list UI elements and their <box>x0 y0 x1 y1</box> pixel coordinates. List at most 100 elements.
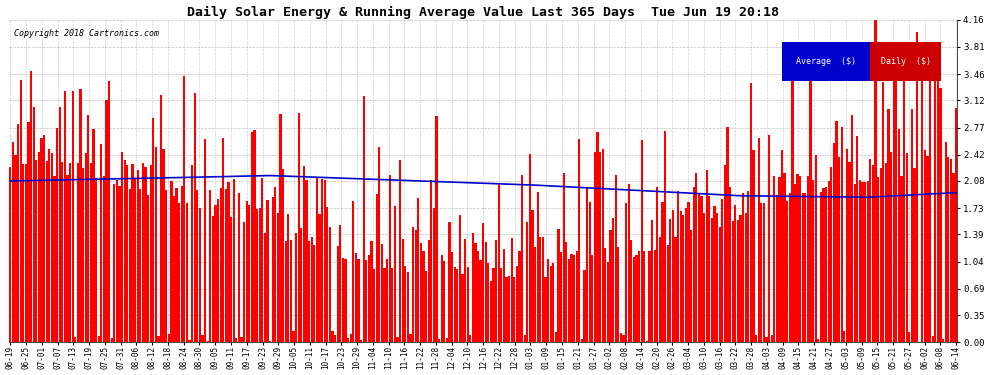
Bar <box>186 203 188 342</box>
Bar <box>906 153 908 342</box>
Bar <box>949 159 952 342</box>
Bar <box>740 214 742 342</box>
Bar <box>271 198 274 342</box>
Bar <box>446 338 447 342</box>
Bar <box>927 156 929 342</box>
Bar <box>33 107 35 342</box>
Bar <box>383 268 385 342</box>
Bar <box>326 207 329 342</box>
Bar <box>412 227 414 342</box>
Bar <box>17 124 19 342</box>
Bar <box>71 90 74 342</box>
Bar <box>768 135 770 342</box>
Bar <box>742 193 744 342</box>
Bar <box>570 254 572 342</box>
Bar <box>544 276 546 342</box>
Bar <box>836 121 838 342</box>
Bar <box>870 42 941 81</box>
Bar <box>853 184 856 342</box>
Bar <box>628 184 630 342</box>
Bar <box>735 206 737 342</box>
Bar <box>940 88 941 342</box>
Bar <box>433 208 435 342</box>
Bar <box>378 147 380 342</box>
Bar <box>292 331 295 342</box>
Bar <box>537 192 539 342</box>
Bar <box>664 132 666 342</box>
Bar <box>495 240 497 342</box>
Bar <box>217 200 219 342</box>
Bar <box>848 162 850 342</box>
Bar <box>542 237 545 342</box>
Bar <box>428 240 430 342</box>
Bar <box>274 187 276 342</box>
Bar <box>783 173 786 342</box>
Bar <box>698 194 700 342</box>
Bar <box>137 170 139 342</box>
Bar <box>181 186 183 342</box>
Bar <box>586 187 588 342</box>
Bar <box>869 159 871 342</box>
Bar <box>527 222 529 342</box>
Bar <box>947 157 949 342</box>
Bar <box>636 255 638 342</box>
Bar <box>890 152 892 342</box>
Bar <box>617 247 620 342</box>
Bar <box>708 196 711 342</box>
Bar <box>258 208 260 342</box>
Bar <box>922 57 924 342</box>
Bar <box>666 245 669 342</box>
Bar <box>303 166 305 342</box>
Bar <box>373 268 375 342</box>
Bar <box>396 338 399 342</box>
Bar <box>828 182 830 342</box>
Bar <box>167 334 170 342</box>
Bar <box>901 177 903 342</box>
Bar <box>349 334 351 342</box>
Bar <box>230 217 233 342</box>
Bar <box>266 200 268 342</box>
Bar <box>30 71 33 342</box>
Bar <box>354 253 357 342</box>
Bar <box>142 163 144 342</box>
Bar <box>277 213 279 342</box>
Bar <box>578 139 580 342</box>
Bar <box>77 163 79 342</box>
Bar <box>942 339 944 342</box>
Bar <box>687 202 690 342</box>
Bar <box>175 188 177 342</box>
Bar <box>524 335 526 342</box>
Bar <box>669 219 671 342</box>
Bar <box>38 152 40 342</box>
Bar <box>332 331 334 342</box>
Bar <box>313 245 316 342</box>
Bar <box>620 333 622 342</box>
Bar <box>450 252 453 342</box>
Bar <box>381 244 383 342</box>
Bar <box>833 142 836 342</box>
Bar <box>721 200 724 342</box>
Bar <box>540 237 542 342</box>
Bar <box>287 214 289 342</box>
Bar <box>74 337 76 342</box>
Bar <box>121 152 123 342</box>
Bar <box>342 258 344 342</box>
Bar <box>521 175 524 342</box>
Bar <box>935 66 937 342</box>
Bar <box>246 201 248 342</box>
Bar <box>727 127 729 342</box>
Bar <box>765 336 767 342</box>
Bar <box>656 187 658 342</box>
Bar <box>391 268 393 342</box>
Bar <box>641 140 643 342</box>
Bar <box>233 179 235 342</box>
Bar <box>417 198 420 342</box>
Bar <box>534 247 537 342</box>
Bar <box>872 165 874 342</box>
Bar <box>394 206 396 342</box>
Bar <box>583 270 586 342</box>
Bar <box>682 215 684 342</box>
Bar <box>631 240 633 342</box>
Bar <box>170 181 172 342</box>
Bar <box>511 238 513 342</box>
